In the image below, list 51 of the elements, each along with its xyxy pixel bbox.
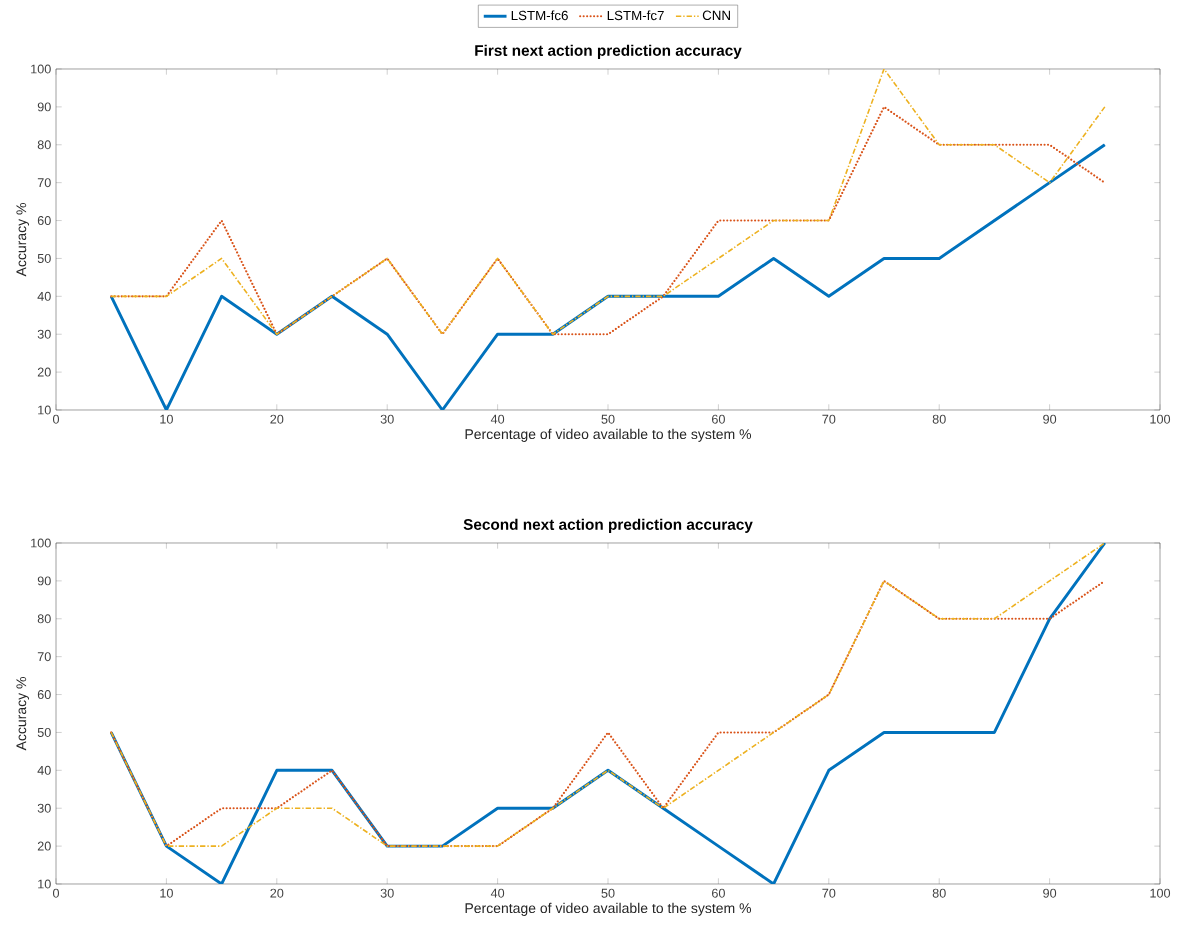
x-tick-label: 40 xyxy=(490,414,505,424)
x-tick-label: 50 xyxy=(601,414,615,424)
x-tick-label: 40 xyxy=(490,888,505,898)
x-axis-title: Percentage of video available to the system % xyxy=(465,428,752,442)
y-tick-label: 90 xyxy=(37,576,51,586)
y-tick-label: 20 xyxy=(37,367,51,377)
x-tick-label: 60 xyxy=(712,888,725,898)
x-tick-label: 80 xyxy=(932,888,946,898)
y-tick-label: 80 xyxy=(37,614,51,624)
y-tick-label: 10 xyxy=(38,405,51,415)
x-tick-label: 80 xyxy=(932,414,946,424)
x-tick-label: 0 xyxy=(52,888,60,898)
legend-label: LSTM-fc6 xyxy=(511,10,568,21)
x-tick-label: 10 xyxy=(160,888,173,898)
y-tick-label: 10 xyxy=(38,879,51,889)
y-tick-label: 60 xyxy=(37,690,51,700)
y-tick-label: 40 xyxy=(37,765,51,775)
y-tick-label: 70 xyxy=(37,178,51,188)
x-tick-label: 100 xyxy=(1150,888,1171,898)
x-tick-label: 30 xyxy=(380,414,394,424)
x-tick-label: 60 xyxy=(712,414,725,424)
x-tick-label: 100 xyxy=(1150,414,1171,424)
y-tick-label: 40 xyxy=(37,291,51,301)
x-tick-label: 20 xyxy=(270,414,284,424)
x-tick-label: 70 xyxy=(822,888,836,898)
legend-label: CNN xyxy=(702,10,730,21)
x-axis-title: Percentage of video available to the system % xyxy=(465,902,752,916)
y-axis-title: Accuracy % xyxy=(16,203,30,277)
x-tick-label: 0 xyxy=(52,414,60,424)
x-tick-label: 90 xyxy=(1043,888,1057,898)
x-tick-label: 90 xyxy=(1043,414,1057,424)
x-tick-label: 20 xyxy=(270,888,284,898)
chart-title: Second next action prediction accuracy xyxy=(463,518,753,533)
y-tick-label: 100 xyxy=(31,538,51,548)
y-tick-label: 60 xyxy=(37,216,51,226)
x-tick-label: 70 xyxy=(822,414,836,424)
x-tick-label: 10 xyxy=(160,414,173,424)
x-tick-label: 50 xyxy=(601,888,615,898)
x-tick-label: 30 xyxy=(380,888,394,898)
y-tick-label: 80 xyxy=(37,140,51,150)
y-tick-label: 90 xyxy=(37,102,51,112)
y-tick-label: 50 xyxy=(37,253,51,263)
y-axis-title: Accuracy % xyxy=(16,677,30,751)
y-tick-label: 100 xyxy=(31,64,51,74)
chart-title: First next action prediction accuracy xyxy=(475,44,742,59)
y-tick-label: 30 xyxy=(37,329,51,339)
legend-label: LSTM-fc7 xyxy=(607,10,664,21)
y-tick-label: 20 xyxy=(37,841,51,851)
y-tick-label: 70 xyxy=(37,652,51,662)
y-tick-label: 50 xyxy=(37,727,51,737)
y-tick-label: 30 xyxy=(37,803,51,813)
